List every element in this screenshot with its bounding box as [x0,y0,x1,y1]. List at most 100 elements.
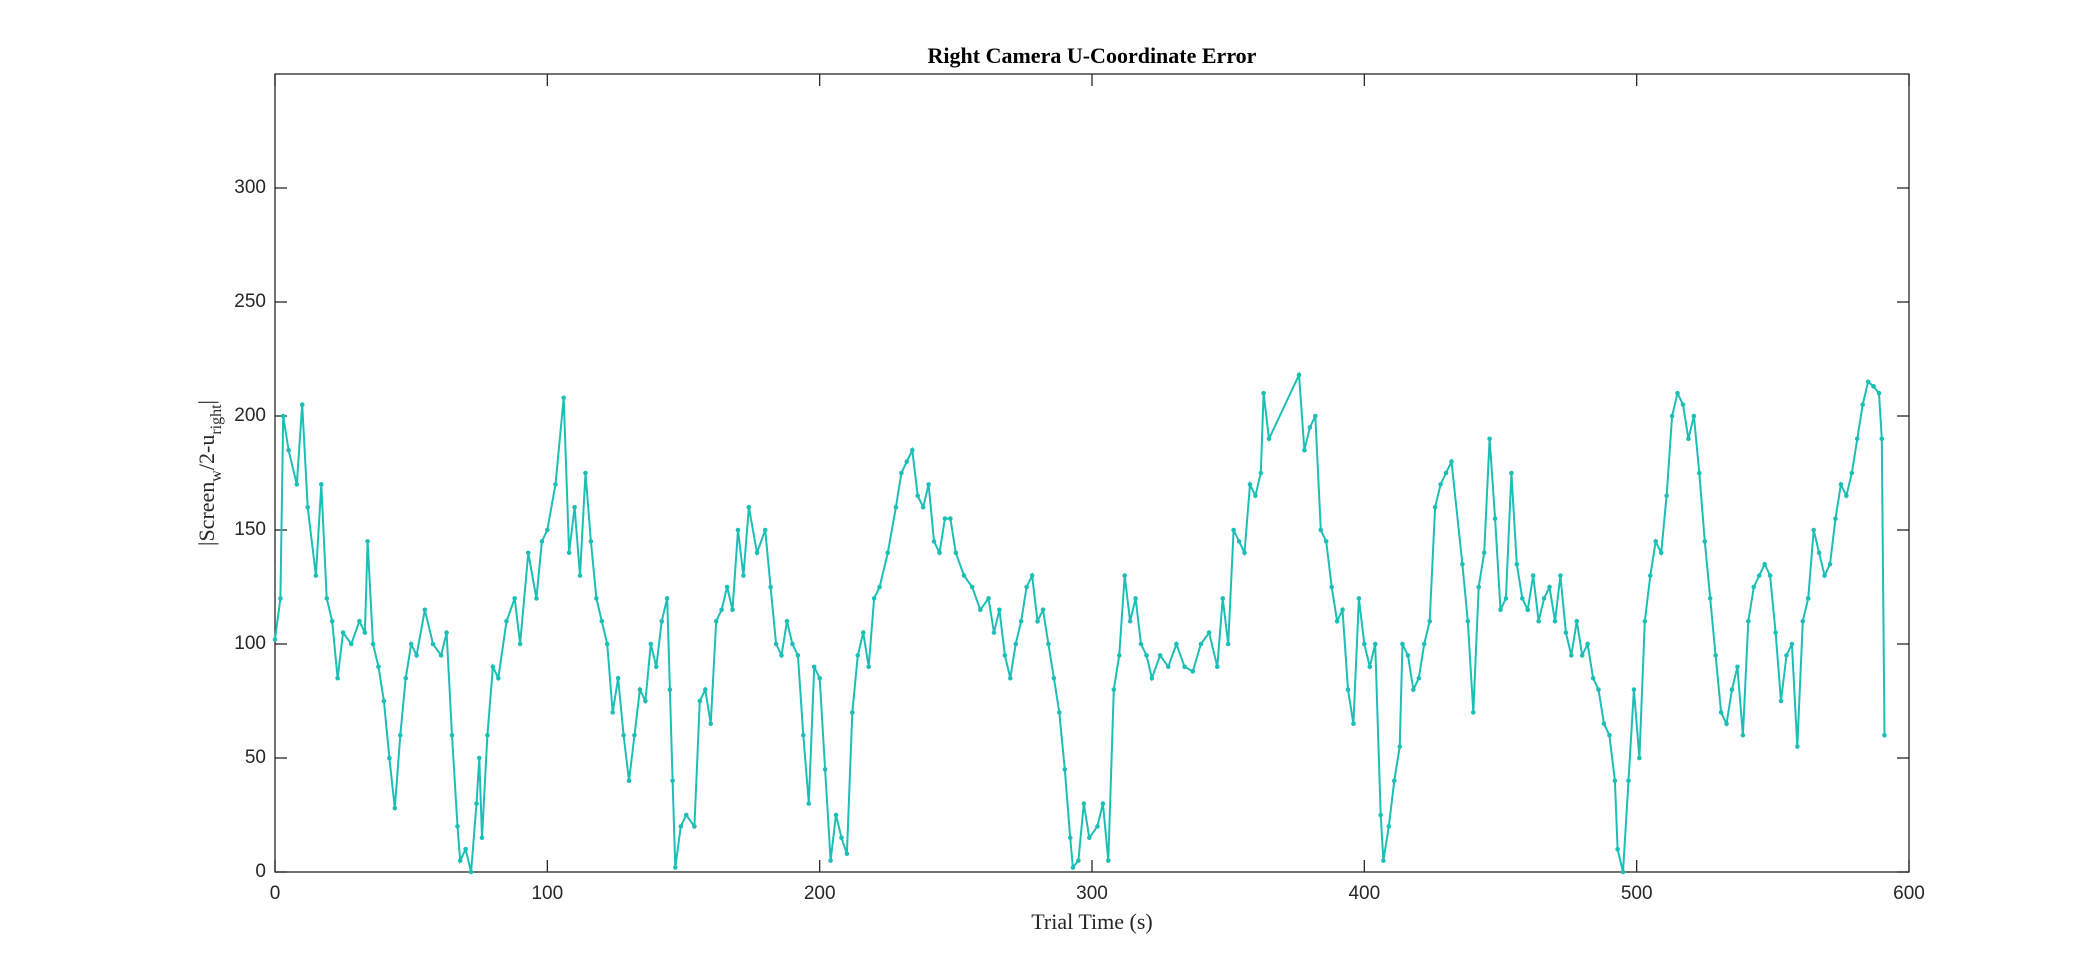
data-point [1718,710,1724,715]
data-point [468,869,474,875]
data-point [670,778,675,784]
data-point [403,675,409,681]
data-point [1778,698,1784,704]
data-point [632,732,637,738]
data-point [479,835,485,841]
data-point [877,584,882,590]
data-point [784,618,790,624]
data-point [986,596,991,601]
data-point [1827,561,1833,567]
data-point [1637,755,1642,761]
data-point [1503,596,1509,601]
data-point [392,805,398,811]
data-point [340,630,346,635]
data-point [1547,584,1552,590]
data-point [1076,858,1081,863]
data-point [1356,596,1362,601]
x-tick-label: 0 [270,883,281,904]
data-point [1675,390,1680,396]
data-point [1220,596,1226,601]
data-point [931,539,937,544]
y-tick-label: 0 [255,861,266,882]
data-point [746,504,752,510]
data-point [1449,459,1454,464]
data-point [1558,573,1563,578]
data-point [1509,470,1514,476]
data-point [1111,687,1117,692]
data-point [1579,653,1585,658]
data-point [1740,732,1746,738]
data-point [773,641,779,647]
data-point [1067,835,1073,841]
data-point [1051,675,1057,681]
data-point [1258,470,1264,476]
data-point [414,653,419,658]
data-point [1225,641,1231,647]
data-point [1552,618,1558,624]
data-point [735,527,741,533]
data-point [545,527,550,533]
data-point [664,596,670,601]
data-point [370,641,376,647]
data-point [610,710,615,715]
data-point [844,851,850,857]
data-point [1057,710,1062,715]
data-point [1157,653,1163,658]
data-point [1372,641,1378,647]
data-point [1062,767,1068,772]
data-point [909,447,915,453]
data-point [768,584,773,590]
data-point [1149,675,1155,681]
data-point [1198,641,1204,647]
data-point [457,858,463,863]
data-point [1735,664,1740,670]
data-point [850,710,855,715]
data-point [1476,584,1482,590]
data-point [1514,561,1520,567]
data-point [1438,482,1443,487]
data-point [387,755,392,761]
data-point [1266,436,1272,442]
data-point [318,482,324,487]
data-point [294,482,300,487]
data-point [1860,402,1866,407]
data-point [1601,721,1607,727]
data-point [1487,436,1492,442]
data-point [561,395,566,401]
x-axis-label: Trial Time (s) [1031,909,1152,934]
data-point [920,504,926,510]
data-point [1443,470,1449,476]
data-point [455,824,460,829]
data-point [713,618,719,624]
data-point [762,527,768,533]
data-point [1046,641,1051,647]
data-point [299,402,305,407]
data-point [1729,687,1735,692]
data-point [1329,584,1334,590]
x-tick-label: 400 [1348,883,1380,904]
data-point [1174,641,1179,647]
data-point [855,653,861,658]
data-point [1658,550,1664,556]
data-point [496,675,501,681]
data-point [1070,865,1076,870]
data-point [1669,413,1675,419]
data-point [893,504,899,510]
data-point [1816,550,1822,556]
data-point [599,618,605,624]
data-point [1680,402,1686,407]
data-point [534,596,539,601]
data-point [1236,539,1242,544]
data-point [1165,664,1171,670]
data-point [1822,573,1827,578]
data-point [1351,721,1356,727]
y-tick-label: 150 [234,519,266,540]
data-point [512,596,517,601]
data-point [904,459,910,464]
data-point [779,653,784,658]
data-point [653,664,659,670]
data-point [1691,413,1697,419]
data-point [1296,372,1302,378]
data-point [1879,436,1885,442]
